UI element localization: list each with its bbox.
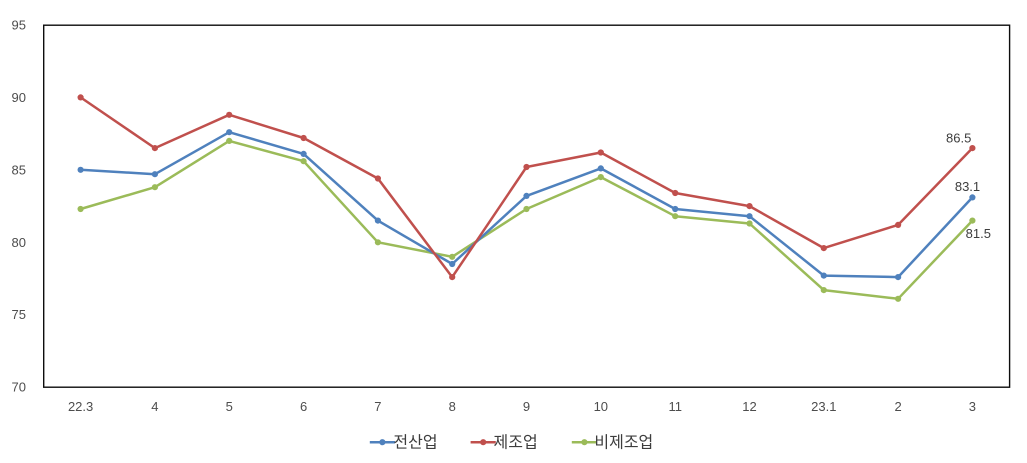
svg-text:10: 10 bbox=[594, 399, 608, 414]
svg-text:85: 85 bbox=[12, 162, 26, 177]
svg-text:6: 6 bbox=[300, 399, 307, 414]
svg-text:11: 11 bbox=[668, 399, 682, 414]
svg-text:3: 3 bbox=[969, 399, 976, 414]
svg-text:75: 75 bbox=[12, 307, 26, 322]
svg-text:90: 90 bbox=[12, 90, 26, 105]
svg-text:83.1: 83.1 bbox=[955, 179, 980, 194]
svg-text:5: 5 bbox=[226, 399, 233, 414]
svg-text:81.5: 81.5 bbox=[966, 226, 991, 241]
svg-text:22.3: 22.3 bbox=[68, 399, 93, 414]
svg-text:86.5: 86.5 bbox=[946, 130, 971, 145]
svg-text:7: 7 bbox=[374, 399, 381, 414]
svg-text:23.1: 23.1 bbox=[811, 399, 836, 414]
svg-text:12: 12 bbox=[742, 399, 756, 414]
svg-text:8: 8 bbox=[449, 399, 456, 414]
svg-text:전산업: 전산업 bbox=[393, 434, 437, 452]
svg-text:비제조업: 비제조업 bbox=[594, 434, 653, 452]
svg-text:4: 4 bbox=[151, 399, 158, 414]
svg-text:9: 9 bbox=[523, 399, 530, 414]
svg-text:95: 95 bbox=[12, 17, 26, 32]
svg-text:80: 80 bbox=[12, 235, 26, 250]
svg-text:2: 2 bbox=[894, 399, 901, 414]
svg-text:70: 70 bbox=[12, 380, 26, 395]
svg-text:제조업: 제조업 bbox=[494, 434, 538, 452]
